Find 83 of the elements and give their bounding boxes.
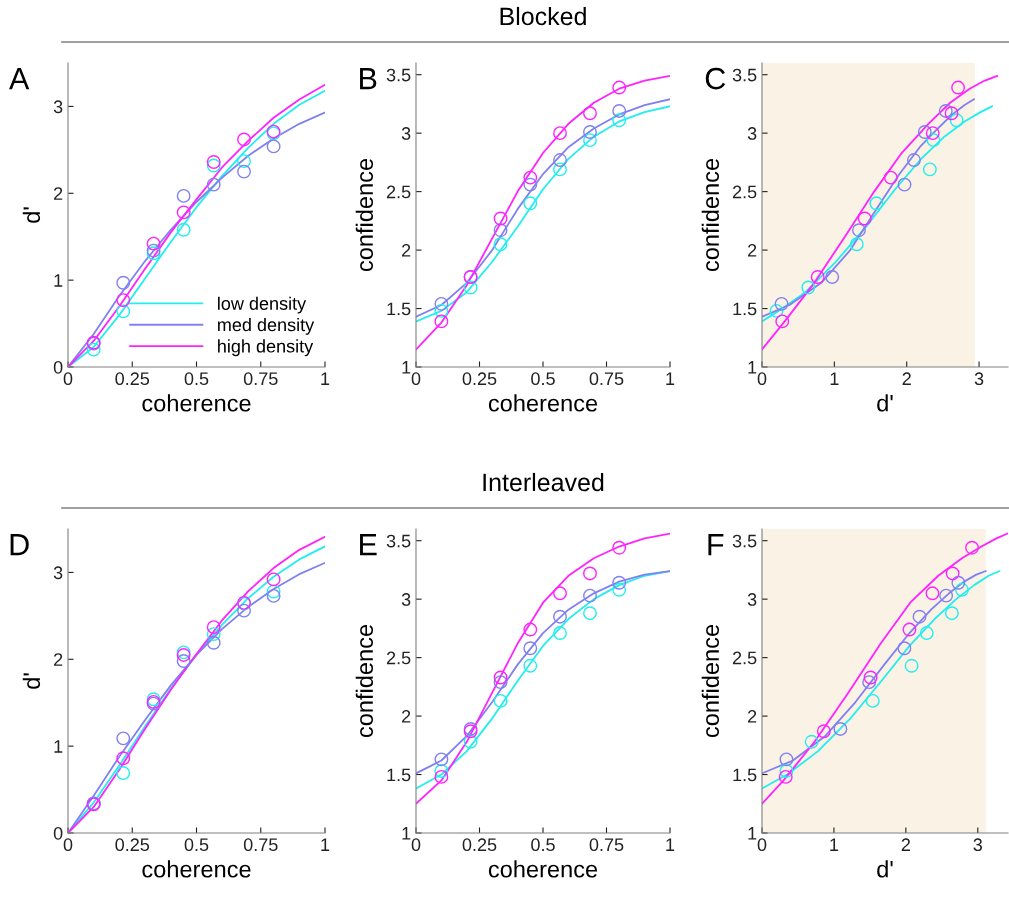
x-tick-label: 2 [901, 838, 910, 851]
x-tick-label: 0.75 [589, 838, 624, 852]
y-tick-label: 3 [401, 127, 411, 140]
x-tick-label: 0.25 [115, 372, 150, 386]
y-tick-label: 2 [54, 187, 63, 200]
x-axis-title: coherence [488, 394, 598, 412]
text: F [708, 534, 724, 556]
y-tick-label: 3.5 [732, 68, 757, 82]
y-tick-label: 2.5 [386, 185, 411, 199]
y-tick-label: 1 [748, 827, 757, 840]
chart-title: Interleaved [483, 472, 604, 492]
text: A [9, 68, 30, 90]
y-tick-label: 3 [401, 593, 411, 606]
y-tick-label: 1 [402, 361, 411, 374]
y-tick-label: 1.5 [733, 302, 757, 316]
x-axis-title: coherence [142, 394, 251, 412]
x-tick-label: 1 [321, 838, 330, 851]
y-tick-label: 2 [402, 244, 411, 257]
x-tick-label: 0 [63, 372, 73, 386]
x-tick-label: 0.5 [531, 838, 555, 852]
y-tick-label: 3.5 [386, 68, 411, 82]
x-tick-label: 2 [902, 372, 911, 385]
y-tick-label: 3 [747, 593, 757, 606]
y-tick-label: 1 [54, 740, 63, 753]
y-axis-title: confidence [701, 158, 720, 272]
x-tick-label: 0.5 [184, 372, 209, 386]
x-axis-title: coherence [488, 860, 598, 878]
x-axis-title: d' [877, 860, 893, 878]
y-axis-title: d' [22, 673, 41, 689]
x-tick-label: 0 [411, 372, 421, 386]
x-tick-label: 0.25 [462, 372, 497, 386]
y-tick-label: 1 [402, 827, 411, 840]
text: D [10, 534, 29, 556]
text: B [360, 68, 377, 90]
y-axis-title: confidence [701, 624, 720, 738]
legend-label: med density [218, 317, 315, 335]
y-tick-label: 2.5 [732, 651, 757, 665]
x-tick-label: 0 [757, 372, 767, 386]
y-tick-label: 3 [53, 566, 63, 580]
x-axis-title: d' [877, 394, 893, 412]
x-tick-label: 0.75 [243, 372, 278, 386]
y-tick-label: 1.5 [387, 768, 411, 782]
chart-title: Blocked [500, 6, 586, 26]
y-tick-label: 1.5 [733, 768, 757, 782]
y-tick-label: 2 [402, 710, 411, 723]
y-tick-label: 1 [748, 361, 757, 374]
y-axis-title: d' [22, 207, 41, 223]
x-axis-title: coherence [142, 860, 251, 878]
y-tick-label: 3.5 [732, 534, 757, 548]
y-tick-label: 3 [53, 100, 63, 114]
x-tick-label: 3 [973, 838, 983, 852]
y-tick-label: 3.5 [386, 534, 411, 548]
y-tick-label: 1.5 [387, 302, 411, 316]
legend-label: high density [218, 339, 314, 357]
x-tick-label: 1 [321, 372, 330, 385]
text: C [705, 67, 726, 90]
y-tick-label: 2.5 [732, 185, 757, 199]
x-tick-label: 3 [974, 372, 984, 386]
y-tick-label: 3 [747, 127, 757, 140]
y-tick-label: 0 [53, 826, 63, 840]
x-tick-label: 0.75 [243, 838, 278, 852]
x-tick-label: 0.5 [184, 838, 209, 852]
x-tick-label: 0.5 [531, 372, 555, 386]
y-tick-label: 1 [54, 274, 63, 287]
x-tick-label: 0.25 [115, 838, 150, 852]
y-tick-label: 0 [53, 360, 63, 374]
legend-label: low density [218, 296, 307, 314]
x-tick-label: 0 [411, 838, 421, 852]
x-tick-label: 1 [830, 838, 839, 851]
x-tick-label: 0 [757, 838, 767, 852]
x-tick-label: 1 [666, 372, 675, 385]
y-axis-title: confidence [355, 624, 374, 738]
y-tick-label: 2 [748, 710, 757, 723]
y-tick-label: 2 [748, 244, 757, 257]
x-tick-label: 0.25 [462, 838, 497, 852]
x-tick-label: 0.75 [589, 372, 624, 386]
y-tick-label: 2 [54, 653, 63, 666]
x-tick-label: 1 [666, 838, 675, 851]
x-tick-label: 1 [830, 372, 839, 385]
text: E [360, 534, 377, 556]
x-tick-label: 0 [63, 838, 73, 852]
y-tick-label: 2.5 [386, 651, 411, 665]
y-axis-title: confidence [355, 158, 374, 272]
